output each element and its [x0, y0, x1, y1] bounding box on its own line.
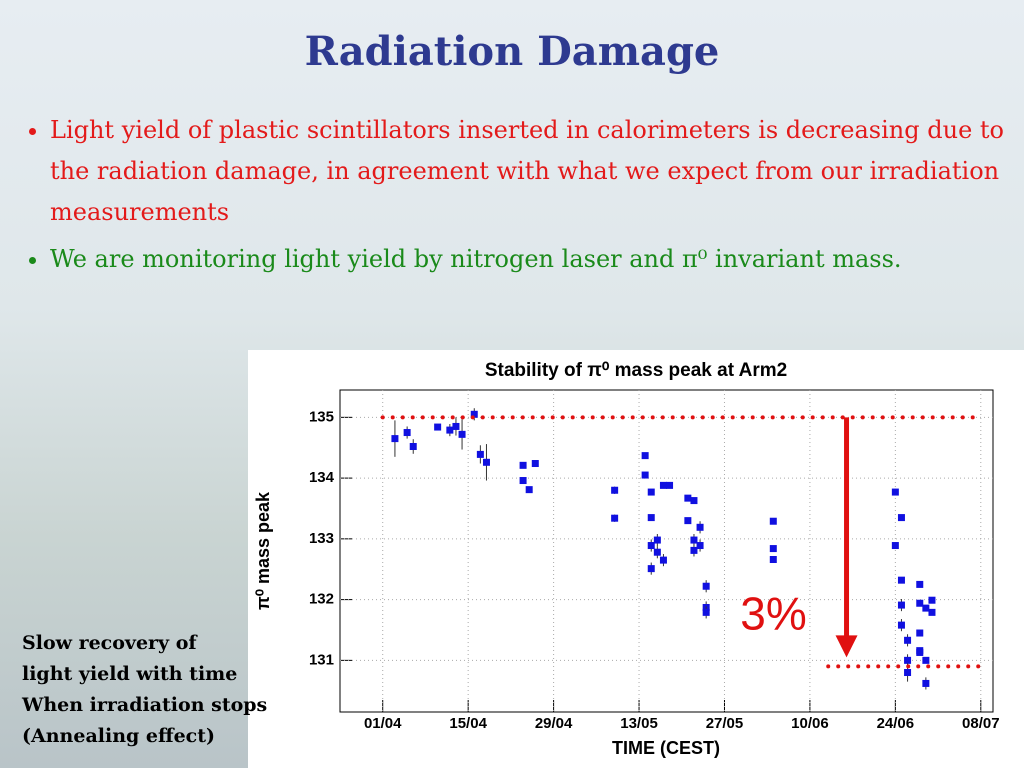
- point: [525, 486, 533, 494]
- point: [916, 647, 924, 655]
- point: [916, 629, 924, 637]
- annotation: 3%: [740, 587, 806, 639]
- point: [653, 548, 661, 556]
- point: [690, 536, 698, 544]
- point: [659, 481, 667, 489]
- point: [519, 477, 527, 485]
- point: [922, 604, 930, 612]
- point: [531, 460, 539, 468]
- point: [519, 461, 527, 469]
- point: [611, 514, 619, 522]
- point: [641, 471, 649, 479]
- point: [403, 429, 411, 437]
- point: [904, 669, 912, 677]
- point: [611, 486, 619, 494]
- x-tick-label: 24/06: [877, 715, 915, 732]
- x-tick-label: 15/04: [449, 715, 487, 732]
- point: [696, 523, 704, 531]
- point: [684, 517, 692, 525]
- x-tick-label: 10/06: [791, 715, 829, 732]
- point: [690, 546, 698, 554]
- note-line: Slow recovery of: [22, 632, 197, 654]
- note: Slow recovery of light yield with time W…: [22, 628, 267, 752]
- point: [452, 422, 460, 430]
- point: [897, 601, 905, 609]
- point: [897, 621, 905, 629]
- bullet: We are monitoring light yield by nitroge…: [50, 239, 1024, 280]
- point: [647, 514, 655, 522]
- point: [916, 599, 924, 607]
- point: [891, 542, 899, 550]
- point: [647, 542, 655, 550]
- slide-title: Radiation Damage: [304, 28, 720, 75]
- point: [916, 580, 924, 588]
- point: [702, 608, 710, 616]
- x-tick-label: 13/05: [620, 715, 658, 732]
- y-axis-label: π⁰ mass peak: [253, 491, 273, 610]
- point: [904, 656, 912, 664]
- x-axis-label: TIME (CEST): [612, 738, 720, 758]
- point: [434, 423, 442, 431]
- point: [769, 556, 777, 564]
- note-line: When irradiation stops: [22, 694, 268, 716]
- point: [659, 556, 667, 564]
- plot-frame: [339, 389, 994, 713]
- point: [666, 481, 674, 489]
- point: [458, 430, 466, 438]
- point: [928, 596, 936, 604]
- point: [684, 494, 692, 502]
- y-tick-label: 133: [309, 530, 334, 547]
- point: [891, 488, 899, 496]
- point: [922, 679, 930, 687]
- x-tick-label: 08/07: [962, 715, 1000, 732]
- chart-title: Stability of π⁰ mass peak at Arm2: [485, 360, 787, 381]
- point: [904, 636, 912, 644]
- bullet: Light yield of plastic scintillators ins…: [50, 110, 1024, 233]
- point: [690, 497, 698, 505]
- y-tick-label: 134: [309, 469, 335, 486]
- x-tick-label: 29/04: [535, 715, 573, 732]
- y-tick-label: 131: [309, 651, 334, 668]
- y-tick-label: 135: [309, 408, 334, 425]
- point: [470, 410, 478, 418]
- x-tick-label: 01/04: [364, 715, 402, 732]
- point: [446, 426, 454, 434]
- point: [897, 576, 905, 584]
- note-line: light yield with time: [22, 663, 238, 685]
- point: [409, 443, 417, 451]
- arrow-head: [835, 635, 858, 658]
- point: [769, 517, 777, 525]
- point: [702, 582, 710, 590]
- point: [476, 450, 484, 458]
- point: [696, 542, 704, 550]
- point: [391, 435, 399, 443]
- point: [647, 565, 655, 573]
- chart-panel: [248, 350, 1024, 768]
- y-tick-label: 132: [309, 591, 334, 608]
- note-line: (Annealing effect): [22, 725, 216, 747]
- point: [928, 608, 936, 616]
- point: [641, 452, 649, 460]
- bullet-list: Light yield of plastic scintillators ins…: [14, 110, 1024, 286]
- point: [922, 656, 930, 664]
- point: [769, 545, 777, 553]
- point: [897, 514, 905, 522]
- point: [653, 536, 661, 544]
- x-tick-label: 27/05: [706, 715, 744, 732]
- point: [647, 488, 655, 496]
- point: [482, 458, 490, 466]
